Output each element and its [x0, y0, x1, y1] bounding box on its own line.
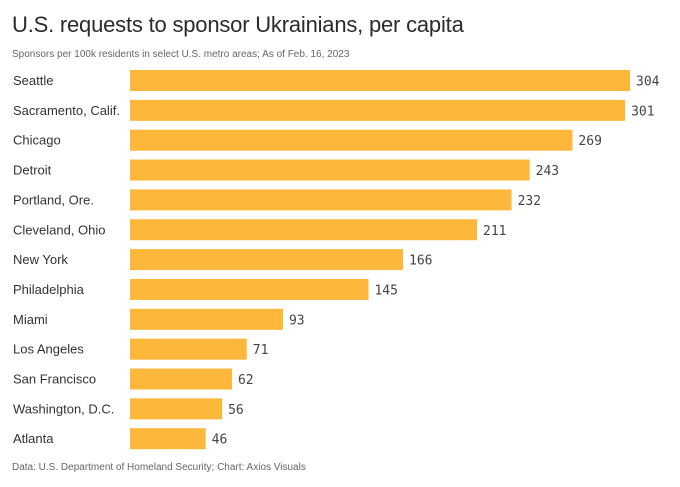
bar	[130, 428, 206, 450]
bar	[130, 219, 478, 241]
bar-row: Portland, Ore. 232	[13, 189, 541, 211]
bar-row: Detroit 243	[13, 159, 559, 181]
category-label: New York	[13, 252, 68, 267]
value-label: 46	[212, 433, 228, 448]
value-label: 232	[518, 194, 541, 209]
value-label: 301	[631, 104, 654, 119]
chart-subtitle: Sponsors per 100k residents in select U.…	[12, 49, 350, 60]
value-label: 62	[238, 373, 254, 388]
value-label: 56	[228, 403, 244, 418]
bar-row: Washington, D.C. 56	[13, 398, 244, 420]
bar	[130, 338, 247, 360]
category-label: Chicago	[13, 133, 61, 148]
chart-title: U.S. requests to sponsor Ukrainians, per…	[12, 12, 464, 37]
bar-row: Atlanta 46	[13, 428, 228, 450]
value-label: 269	[578, 134, 601, 149]
chart-source: Data: U.S. Department of Homeland Securi…	[12, 462, 306, 473]
bar	[130, 129, 573, 151]
category-label: San Francisco	[13, 372, 96, 387]
category-label: Cleveland, Ohio	[13, 222, 106, 237]
category-label: Sacramento, Calif.	[13, 103, 120, 118]
bar	[130, 278, 369, 300]
category-label: Seattle	[13, 73, 53, 88]
bar	[130, 70, 630, 91]
value-label: 243	[536, 164, 559, 179]
bar-row: Chicago 269	[13, 129, 602, 151]
bar	[130, 398, 223, 420]
bar-row: Seattle 304	[13, 70, 660, 91]
bar	[130, 189, 512, 211]
category-label: Detroit	[13, 163, 52, 178]
category-label: Atlanta	[13, 431, 54, 446]
value-label: 93	[289, 313, 305, 328]
value-label: 145	[374, 283, 397, 298]
bar-row: San Francisco 62	[13, 368, 254, 390]
bar-row: Philadelphia 145	[13, 278, 398, 300]
value-label: 166	[409, 254, 432, 269]
value-label: 304	[636, 75, 660, 90]
category-label: Portland, Ore.	[13, 192, 94, 207]
bar	[130, 368, 232, 390]
category-label: Los Angeles	[13, 342, 84, 357]
bar-row: Los Angeles 71	[13, 338, 269, 360]
bar	[130, 159, 530, 181]
value-label: 211	[483, 224, 506, 239]
bar	[130, 99, 626, 121]
bar-row: Sacramento, Calif. 301	[13, 99, 655, 121]
category-label: Philadelphia	[13, 282, 85, 297]
category-label: Miami	[13, 312, 48, 327]
bar-row: Miami 93	[13, 308, 305, 330]
bar-row: New York 166	[13, 249, 433, 271]
bar-row: Cleveland, Ohio 211	[13, 219, 507, 241]
bar	[130, 249, 404, 271]
value-label: 71	[253, 343, 269, 358]
category-label: Washington, D.C.	[13, 401, 114, 416]
bar	[130, 308, 283, 330]
